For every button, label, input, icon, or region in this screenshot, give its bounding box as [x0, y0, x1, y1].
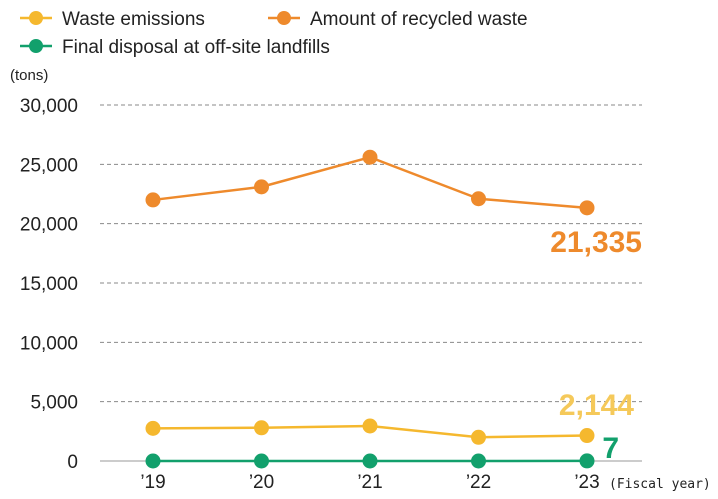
data-point: [362, 453, 378, 469]
legend-item: Waste emissions: [20, 9, 205, 30]
y-tick-label: 20,000: [20, 215, 78, 236]
data-point: [362, 149, 378, 165]
data-point: [254, 420, 269, 436]
legend-label: Final disposal at off-site landfills: [62, 37, 330, 58]
y-axis-ticks: 0 5,000 10,000 15,000 20,000 25,000 30,000: [20, 96, 78, 473]
x-axis-ticks: ’19 ’20 ’21 ’22 ’23: [140, 472, 599, 493]
x-axis-unit-label: (Fiscal year): [609, 477, 711, 492]
series-lines: [145, 149, 595, 469]
x-tick-label: ’20: [249, 472, 274, 493]
data-point: [254, 179, 269, 195]
data-point: [471, 453, 486, 469]
series-0: [145, 418, 595, 445]
value-callouts: 21,335 2,144 7: [550, 226, 642, 465]
data-point: [145, 420, 161, 436]
data-point: [579, 428, 595, 444]
y-tick-label: 10,000: [20, 333, 78, 354]
legend-marker-swatch: [277, 11, 291, 25]
data-point: [254, 453, 269, 469]
y-tick-label: 5,000: [30, 393, 78, 414]
value-callout: 21,335: [550, 226, 642, 259]
y-tick-label: 25,000: [20, 155, 78, 176]
series-2: [145, 453, 595, 469]
y-tick-label: 15,000: [20, 274, 78, 295]
series-1: [145, 149, 595, 216]
legend-label: Amount of recycled waste: [310, 9, 528, 30]
x-tick-label: ’21: [357, 472, 382, 493]
y-axis-unit-label: (tons): [10, 67, 48, 84]
legend-item: Final disposal at off-site landfills: [20, 37, 330, 58]
value-callout: 2,144: [559, 389, 634, 422]
data-point: [471, 191, 486, 207]
x-tick-label: ’19: [140, 472, 165, 493]
legend-marker-swatch: [29, 11, 43, 25]
data-point: [579, 200, 595, 216]
value-callout: 7: [602, 432, 619, 465]
data-point: [145, 192, 161, 208]
legend-marker-swatch: [29, 39, 43, 53]
legend: Waste emissions Amount of recycled waste F…: [20, 9, 528, 58]
data-point: [145, 453, 161, 469]
legend-label: Waste emissions: [62, 9, 205, 30]
x-tick-label: ’23: [574, 472, 599, 493]
data-point: [579, 453, 595, 469]
legend-item: Amount of recycled waste: [268, 9, 528, 30]
y-tick-label: 30,000: [20, 96, 78, 117]
data-point: [362, 418, 378, 434]
y-tick-label: 0: [67, 452, 78, 473]
x-tick-label: ’22: [466, 472, 491, 493]
data-point: [471, 429, 486, 445]
